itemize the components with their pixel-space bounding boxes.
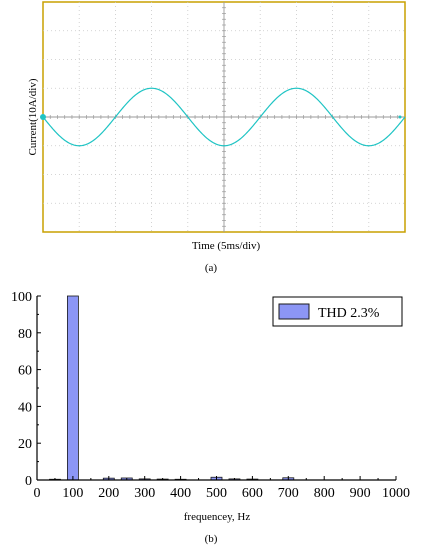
x-tick-label: 700 xyxy=(278,486,299,501)
y-tick-label: 100 xyxy=(11,290,32,305)
x-tick-labels: 0 100 200 300 400 500 600 700 800 900 1000 xyxy=(34,486,411,501)
y-tick-label: 60 xyxy=(18,364,32,379)
legend-label: THD 2.3% xyxy=(318,306,380,321)
y-tick-labels: 0 20 40 60 80 100 xyxy=(11,290,32,489)
y-tick-label: 40 xyxy=(18,400,32,415)
legend: THD 2.3% xyxy=(272,296,403,327)
x-tick-label: 400 xyxy=(170,486,191,501)
x-tick-label: 100 xyxy=(62,486,83,501)
legend-swatch xyxy=(278,303,310,320)
x-tick-label: 500 xyxy=(206,486,227,501)
x-tick-label: 900 xyxy=(350,486,371,501)
bar xyxy=(67,295,79,481)
oscilloscope-panel: Current(10A/div) Time (5ms/div) (a) xyxy=(27,1,406,274)
x-tick-label: 1000 xyxy=(382,486,410,501)
scope-x-label: Time (5ms/div) xyxy=(192,240,261,252)
bar-series xyxy=(49,295,295,481)
y-tick-label: 0 xyxy=(25,474,32,489)
y-tick-label: 80 xyxy=(18,327,32,342)
spectrum-axes xyxy=(36,295,397,481)
panel-b-caption: (b) xyxy=(205,533,218,545)
y-tick-label: 20 xyxy=(18,437,32,452)
scope-center-axes xyxy=(43,2,405,232)
x-tick-label: 300 xyxy=(134,486,155,501)
ground-marker-left xyxy=(40,114,46,120)
x-tick-label: 0 xyxy=(34,486,41,501)
current-waveform xyxy=(42,87,406,147)
ground-marker-right xyxy=(398,115,402,119)
x-tick-label: 600 xyxy=(242,486,263,501)
harmonic-spectrum-panel: 0 100 200 300 400 500 600 700 800 900 1000 0 20 40 60… xyxy=(11,290,410,545)
scope-y-label: Current(10A/div) xyxy=(27,78,39,155)
x-tick-label: 200 xyxy=(98,486,119,501)
spectrum-x-label: frequencey, Hz xyxy=(184,511,251,523)
panel-a-caption: (a) xyxy=(205,262,218,274)
x-tick-label: 800 xyxy=(314,486,335,501)
